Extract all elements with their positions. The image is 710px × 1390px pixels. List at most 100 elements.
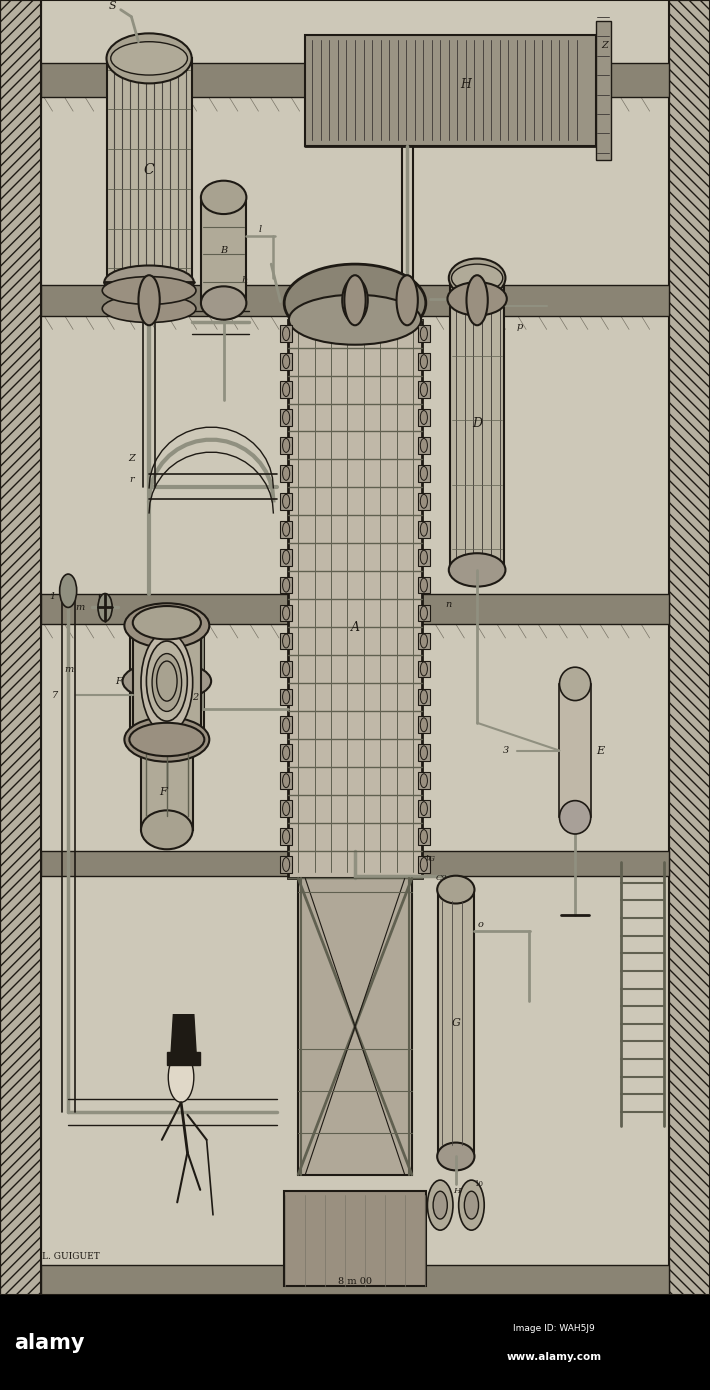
Ellipse shape <box>129 723 204 756</box>
Ellipse shape <box>106 33 192 83</box>
Text: G: G <box>452 1017 460 1029</box>
Bar <box>280 660 292 677</box>
Circle shape <box>283 717 290 731</box>
Bar <box>41 63 669 97</box>
Text: m: m <box>75 603 85 612</box>
Circle shape <box>283 578 290 592</box>
Circle shape <box>283 550 290 564</box>
Circle shape <box>420 802 427 816</box>
Text: H: H <box>454 1187 461 1195</box>
Ellipse shape <box>284 264 426 342</box>
Text: 2: 2 <box>192 694 198 702</box>
Ellipse shape <box>201 181 246 214</box>
Circle shape <box>283 467 290 481</box>
Circle shape <box>420 354 427 368</box>
Bar <box>298 878 412 1175</box>
Circle shape <box>420 634 427 648</box>
Bar <box>418 773 430 790</box>
Text: o: o <box>478 920 484 929</box>
Circle shape <box>420 467 427 481</box>
Circle shape <box>420 410 427 424</box>
Bar <box>130 626 204 739</box>
Circle shape <box>283 495 290 509</box>
Bar <box>418 745 430 762</box>
Text: 8 m 00: 8 m 00 <box>338 1277 372 1286</box>
Circle shape <box>283 774 290 788</box>
Circle shape <box>141 632 192 733</box>
Circle shape <box>420 746 427 760</box>
Circle shape <box>283 382 290 396</box>
Bar <box>418 436 430 453</box>
Bar <box>280 688 292 705</box>
Ellipse shape <box>102 295 196 322</box>
Circle shape <box>283 523 290 537</box>
Bar <box>418 632 430 649</box>
Ellipse shape <box>138 275 160 325</box>
Circle shape <box>283 410 290 424</box>
Circle shape <box>420 578 427 592</box>
Ellipse shape <box>124 603 209 648</box>
Bar <box>280 325 292 342</box>
Circle shape <box>427 1180 453 1230</box>
Circle shape <box>420 495 427 509</box>
Bar <box>418 716 430 733</box>
Bar <box>418 325 430 342</box>
Circle shape <box>420 830 427 844</box>
Bar <box>41 285 669 316</box>
Ellipse shape <box>559 667 591 701</box>
Bar <box>280 493 292 510</box>
Bar <box>280 521 292 538</box>
Bar <box>41 851 669 876</box>
Circle shape <box>283 830 290 844</box>
Text: B: B <box>220 246 227 254</box>
Text: 7: 7 <box>53 691 58 699</box>
Text: alamy: alamy <box>14 1333 85 1352</box>
Circle shape <box>420 550 427 564</box>
Ellipse shape <box>124 717 209 762</box>
Ellipse shape <box>559 801 591 834</box>
Text: F: F <box>115 677 122 685</box>
Text: 3: 3 <box>503 746 509 755</box>
Ellipse shape <box>289 295 421 345</box>
Circle shape <box>420 606 427 620</box>
Bar <box>41 594 669 624</box>
Circle shape <box>420 689 427 703</box>
Ellipse shape <box>133 606 201 639</box>
Bar <box>280 466 292 482</box>
Bar <box>288 320 422 878</box>
Bar <box>596 21 611 160</box>
Polygon shape <box>167 1052 200 1065</box>
Bar <box>418 409 430 425</box>
Text: S: S <box>109 0 116 11</box>
Bar <box>450 278 504 570</box>
Bar <box>41 1265 669 1295</box>
Bar <box>0 1295 710 1390</box>
Bar <box>280 856 292 873</box>
Ellipse shape <box>452 264 503 292</box>
Bar <box>133 623 201 739</box>
Ellipse shape <box>437 876 474 904</box>
Text: 1: 1 <box>50 592 55 600</box>
Bar <box>418 577 430 594</box>
Bar <box>280 716 292 733</box>
Circle shape <box>420 438 427 452</box>
Bar <box>418 605 430 621</box>
Ellipse shape <box>344 275 366 325</box>
Text: 10: 10 <box>474 1180 483 1188</box>
Bar <box>280 801 292 817</box>
Circle shape <box>420 327 427 341</box>
Circle shape <box>168 1052 194 1102</box>
Text: n: n <box>446 600 452 609</box>
Circle shape <box>152 653 182 712</box>
Circle shape <box>420 523 427 537</box>
Ellipse shape <box>449 259 506 297</box>
Text: p: p <box>517 322 523 331</box>
Text: 4G: 4G <box>422 855 435 863</box>
Text: C: C <box>144 163 154 178</box>
Circle shape <box>420 382 427 396</box>
Bar <box>141 735 192 830</box>
Circle shape <box>283 438 290 452</box>
Circle shape <box>283 634 290 648</box>
Bar <box>418 381 430 398</box>
Circle shape <box>283 858 290 872</box>
